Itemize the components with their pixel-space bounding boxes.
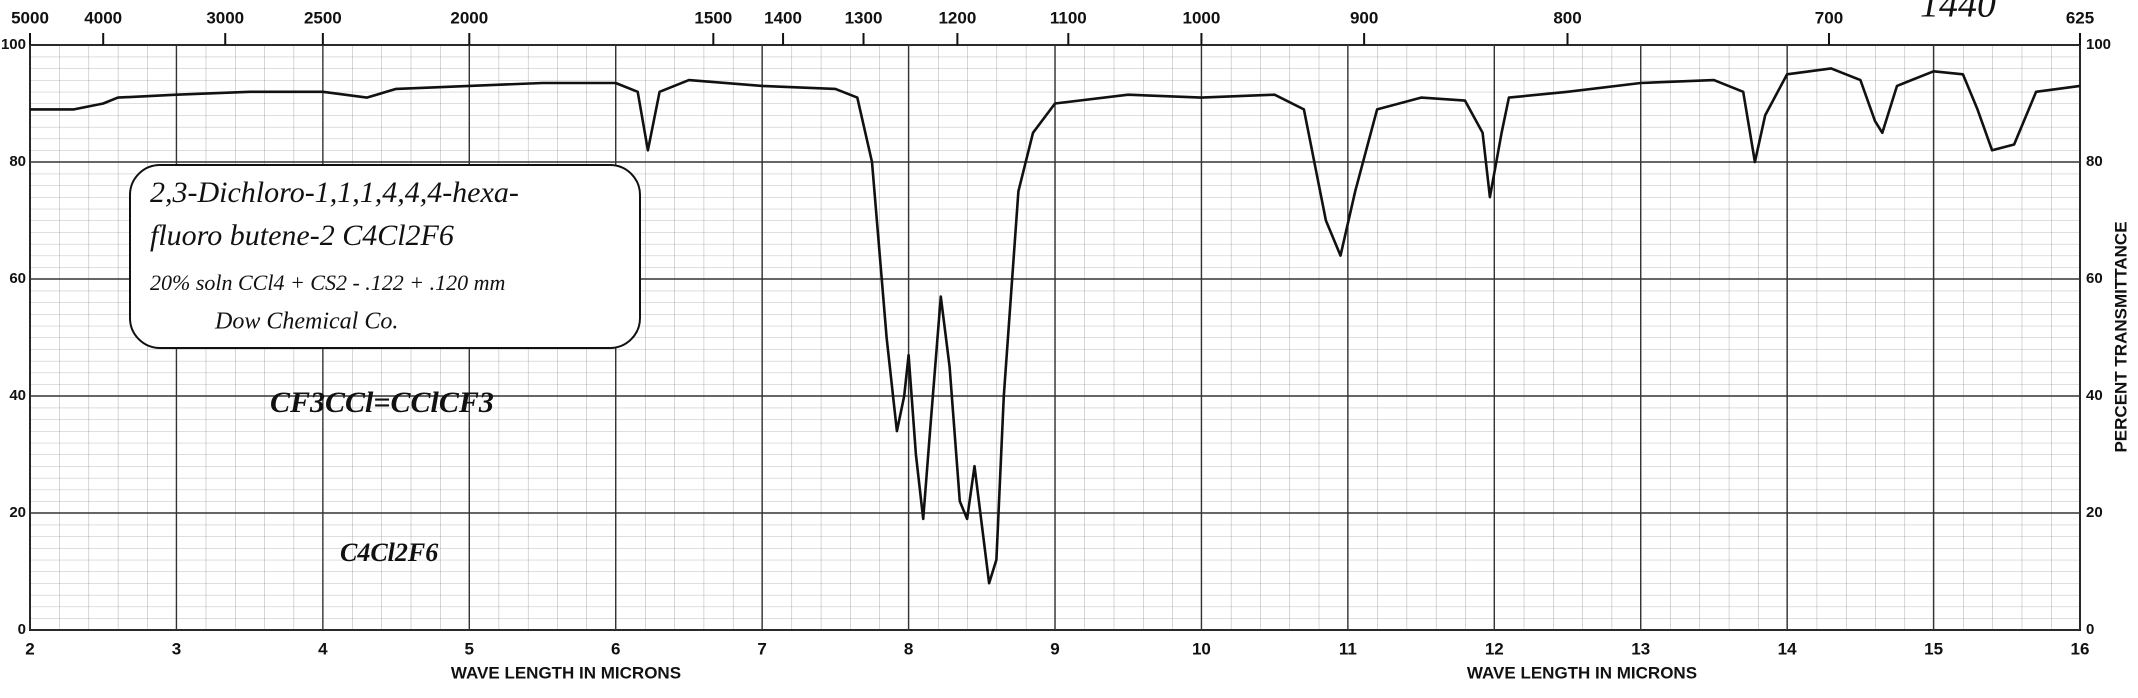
x-tick-label: 12: [1485, 639, 1504, 658]
x2-tick-label: 2500: [304, 8, 342, 27]
annotation: C4Cl2F6: [340, 538, 438, 567]
x-tick-label: 13: [1631, 639, 1650, 658]
stamp: 1440: [1920, 0, 1996, 26]
spectrum-line: [30, 67, 2081, 585]
x-tick-label: 14: [1778, 639, 1797, 658]
x-axis-label: WAVE LENGTH IN MICRONS: [451, 663, 681, 682]
x2-tick-label: 1000: [1183, 8, 1221, 27]
x-tick-label: 9: [1050, 639, 1059, 658]
x2-tick-label: 1100: [1050, 8, 1087, 27]
x-tick-label: 7: [757, 639, 766, 658]
x2-tick-label: 1300: [845, 8, 883, 27]
x-tick-label: 4: [318, 639, 328, 658]
annotation: 20% soln CCl4 + CS2 - .122 + .120 mm: [150, 270, 505, 295]
x2-tick-label: 3000: [206, 8, 244, 27]
x2-tick-label: 1500: [694, 8, 732, 27]
y-tick-label: 100: [1, 36, 26, 53]
x-tick-label: 11: [1339, 639, 1357, 658]
x2-tick-label: 2000: [450, 8, 488, 27]
x2-tick-label: 700: [1815, 8, 1843, 27]
y-tick-label: 100: [2086, 36, 2111, 53]
y-tick-label: 40: [2086, 387, 2103, 404]
x-tick-label: 2: [25, 639, 34, 658]
y-tick-label: 60: [2086, 270, 2103, 287]
x2-tick-label: 4000: [84, 8, 122, 27]
x2-tick-label: 1200: [938, 8, 976, 27]
annotation: 2,3-Dichloro-1,1,1,4,4,4-hexa-: [150, 176, 519, 209]
x-tick-label: 15: [1924, 639, 1943, 658]
x2-tick-label: 900: [1350, 8, 1378, 27]
x-axis-label: WAVE LENGTH IN MICRONS: [1467, 663, 1697, 682]
x-tick-label: 6: [611, 639, 620, 658]
x-tick-label: 5: [465, 639, 474, 658]
y-tick-label: 80: [2086, 153, 2103, 170]
x2-tick-label: 800: [1553, 8, 1581, 27]
y-tick-label: 0: [2086, 621, 2094, 638]
y-tick-label: 20: [2086, 504, 2103, 521]
label-box: [129, 164, 641, 349]
y-axis-label: PERCENT TRANSMITTANCE: [2111, 221, 2130, 452]
x-tick-label: 10: [1192, 639, 1211, 658]
x-tick-label: 3: [172, 639, 181, 658]
y-tick-label: 20: [9, 504, 26, 521]
annotation: fluoro butene-2 C4Cl2F6: [150, 219, 454, 252]
y-tick-label: 60: [9, 270, 26, 287]
x2-tick-label: 625: [2066, 8, 2094, 27]
annotation: Dow Chemical Co.: [214, 309, 398, 335]
y-tick-label: 80: [9, 153, 26, 170]
x-tick-label: 8: [904, 639, 913, 658]
x2-tick-label: 5000: [11, 8, 49, 27]
y-tick-label: 0: [18, 621, 26, 638]
annotation: CF3CCl=CClCF3: [270, 386, 494, 419]
x2-tick-label: 1400: [764, 8, 802, 27]
y-tick-label: 40: [9, 387, 26, 404]
x-tick-label: 16: [2071, 639, 2090, 658]
